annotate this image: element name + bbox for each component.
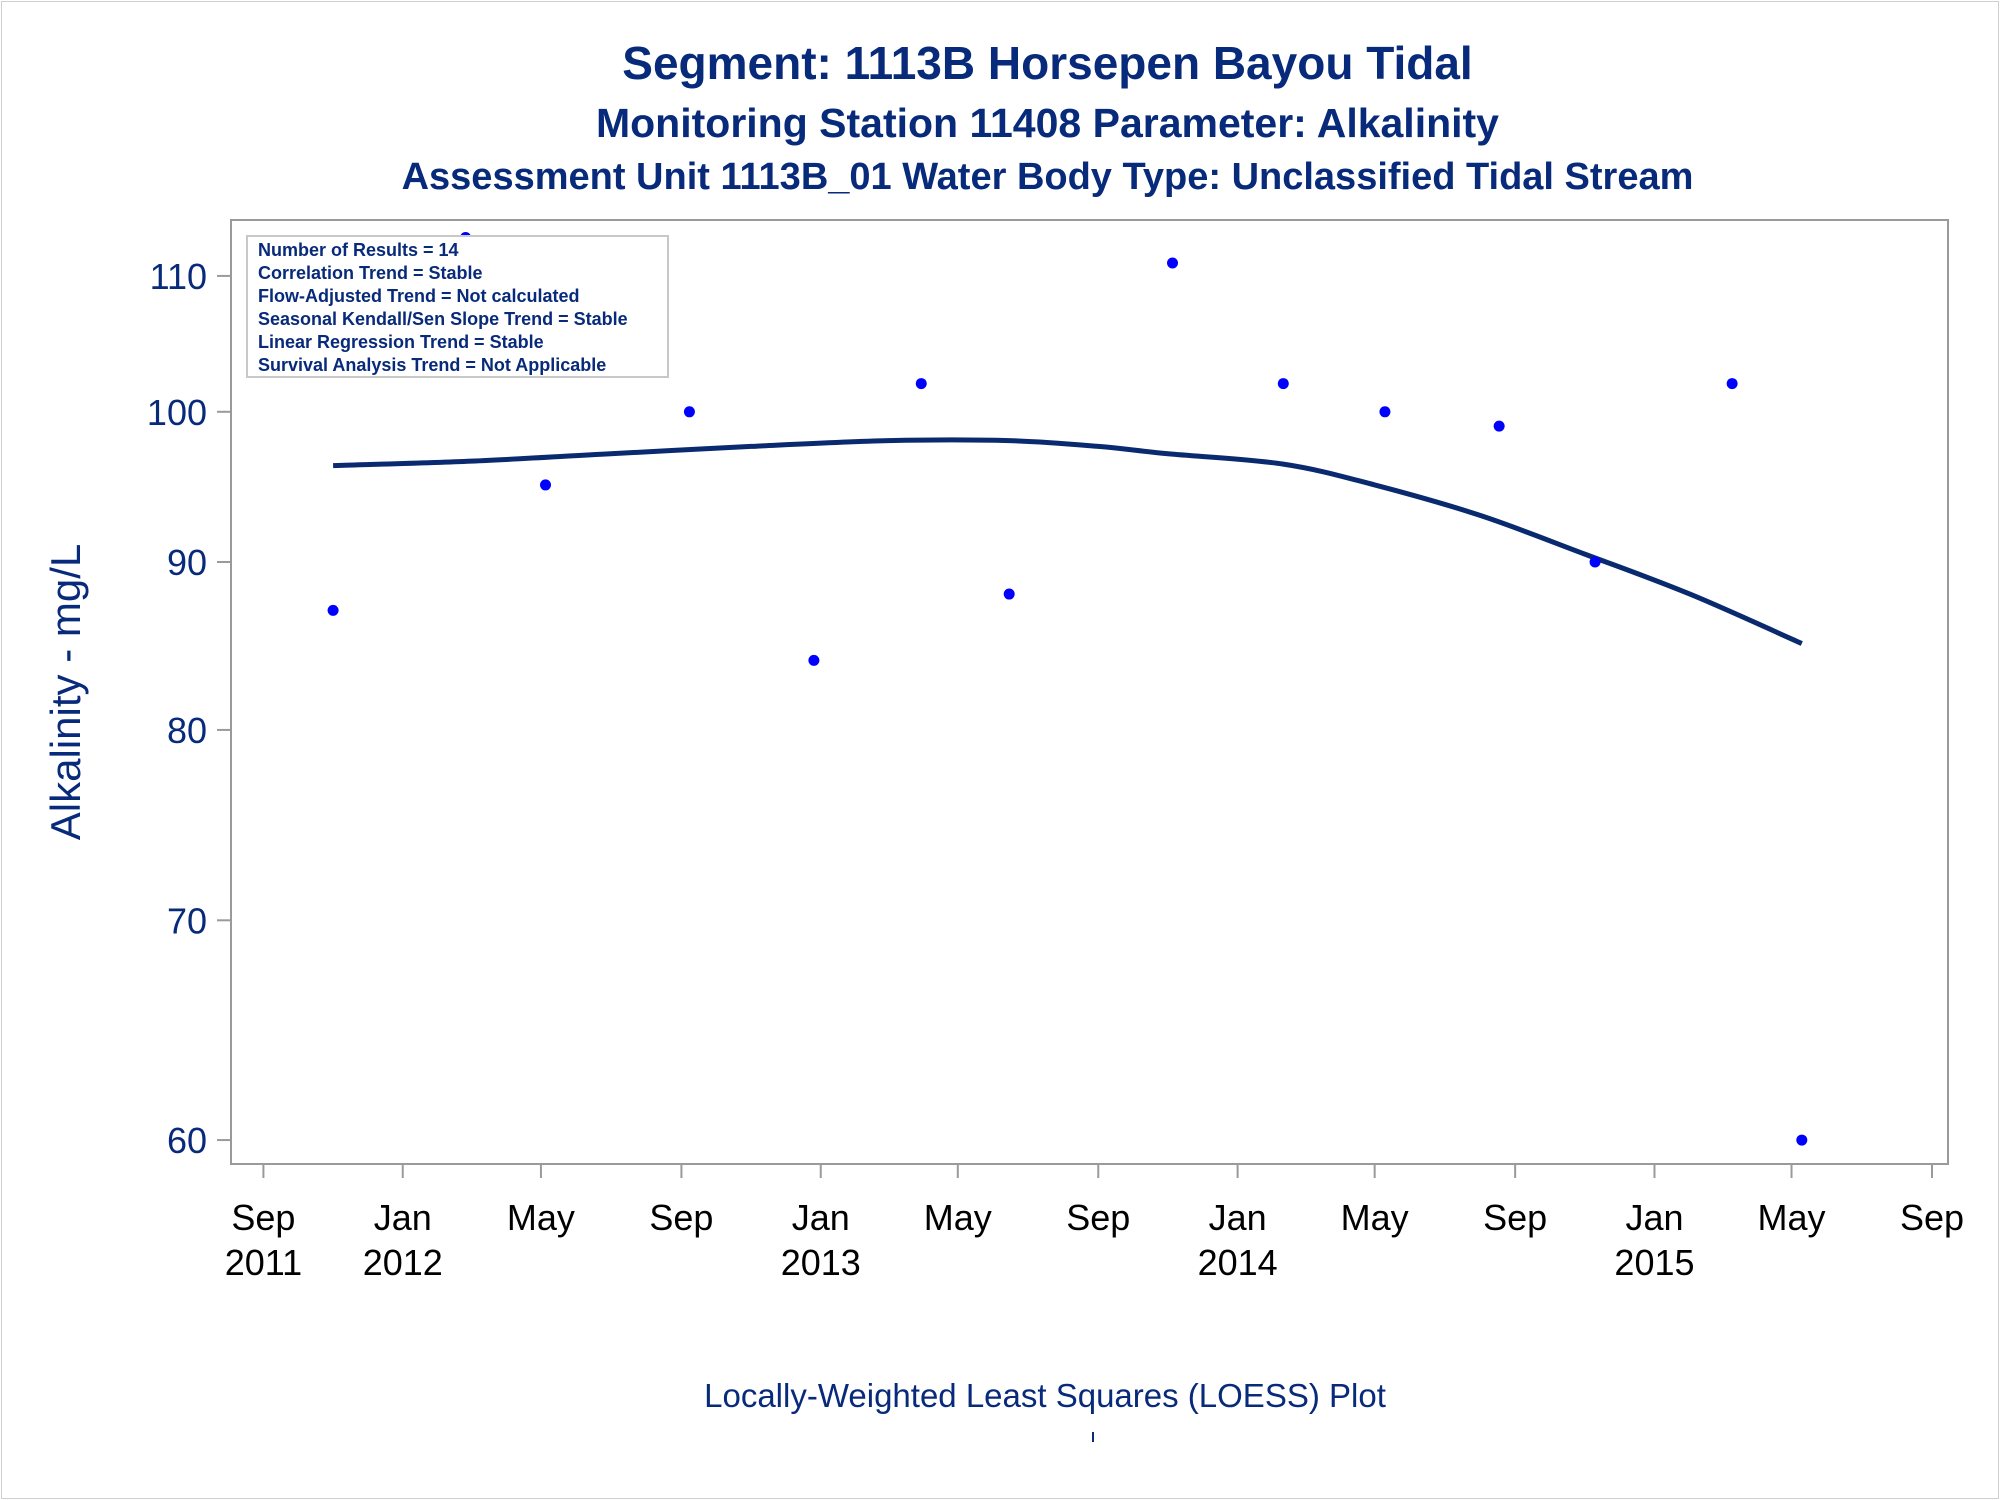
data-point bbox=[327, 604, 339, 616]
data-point bbox=[1589, 556, 1601, 568]
data-point bbox=[1003, 588, 1015, 600]
x-tick-label-month: May bbox=[924, 1197, 992, 1238]
y-tick-label: 90 bbox=[167, 542, 207, 583]
x-tick-label-year: 2015 bbox=[1614, 1242, 1694, 1283]
chart-subtitle-2: Assessment Unit 1113B_01 Water Body Type… bbox=[401, 156, 1694, 198]
footnote-mark bbox=[1092, 1432, 1094, 1442]
x-tick-label-month: May bbox=[1758, 1197, 1826, 1238]
x-tick-label-month: Jan bbox=[792, 1197, 850, 1238]
x-tick-label-month: Sep bbox=[1483, 1197, 1547, 1238]
y-axis-label: Alkalinity - mg/L bbox=[42, 544, 89, 840]
stats-line: Linear Regression Trend = Stable bbox=[258, 332, 544, 352]
x-tick-label-month: Sep bbox=[649, 1197, 713, 1238]
data-point bbox=[1726, 378, 1738, 390]
chart-subtitle: Monitoring Station 11408 Parameter: Alka… bbox=[595, 100, 1499, 146]
x-tick-label-month: May bbox=[507, 1197, 575, 1238]
stats-line: Number of Results = 14 bbox=[258, 240, 459, 260]
chart-title: Segment: 1113B Horsepen Bayou Tidal bbox=[622, 37, 1473, 89]
loess-line bbox=[333, 437, 1803, 646]
stats-box-border bbox=[246, 235, 669, 378]
stats-box: Number of Results = 14 Correlation Trend… bbox=[246, 235, 669, 378]
stats-line: Survival Analysis Trend = Not Applicable bbox=[258, 355, 606, 375]
chart-footnote: Locally-Weighted Least Squares (LOESS) P… bbox=[704, 1377, 1386, 1414]
data-point bbox=[1379, 406, 1391, 418]
x-tick-label-month: Jan bbox=[1625, 1197, 1683, 1238]
x-tick-label-year: 2014 bbox=[1198, 1242, 1278, 1283]
x-tick-label-month: Jan bbox=[1209, 1197, 1267, 1238]
x-tick-label-year: 2011 bbox=[225, 1242, 302, 1283]
x-tick-label-month: Jan bbox=[374, 1197, 432, 1238]
data-point bbox=[1167, 257, 1179, 269]
x-tick-label-month: Sep bbox=[231, 1197, 295, 1238]
y-tick-label: 110 bbox=[150, 256, 207, 297]
data-point bbox=[1493, 420, 1505, 432]
stats-line: Seasonal Kendall/Sen Slope Trend = Stabl… bbox=[258, 309, 628, 329]
loess-line-layer bbox=[333, 437, 1803, 646]
x-tick-label-month: May bbox=[1341, 1197, 1409, 1238]
data-point bbox=[540, 479, 552, 491]
y-tick-label: 60 bbox=[167, 1120, 207, 1161]
y-tick-label: 80 bbox=[167, 710, 207, 751]
data-point bbox=[808, 654, 820, 666]
x-tick-label-month: Sep bbox=[1066, 1197, 1130, 1238]
data-point bbox=[683, 406, 695, 418]
y-tick-label: 100 bbox=[147, 392, 207, 433]
stats-line: Correlation Trend = Stable bbox=[258, 263, 483, 283]
x-tick-label-year: 2012 bbox=[363, 1242, 443, 1283]
stats-line: Flow-Adjusted Trend = Not calculated bbox=[258, 286, 580, 306]
x-tick-label-year: 2013 bbox=[781, 1242, 861, 1283]
data-point bbox=[1796, 1134, 1808, 1146]
data-point bbox=[1277, 378, 1289, 390]
x-tick-label-month: Sep bbox=[1900, 1197, 1964, 1238]
data-point bbox=[915, 378, 927, 390]
plot-area-frame bbox=[230, 219, 1949, 1165]
y-tick-label: 70 bbox=[167, 900, 207, 941]
